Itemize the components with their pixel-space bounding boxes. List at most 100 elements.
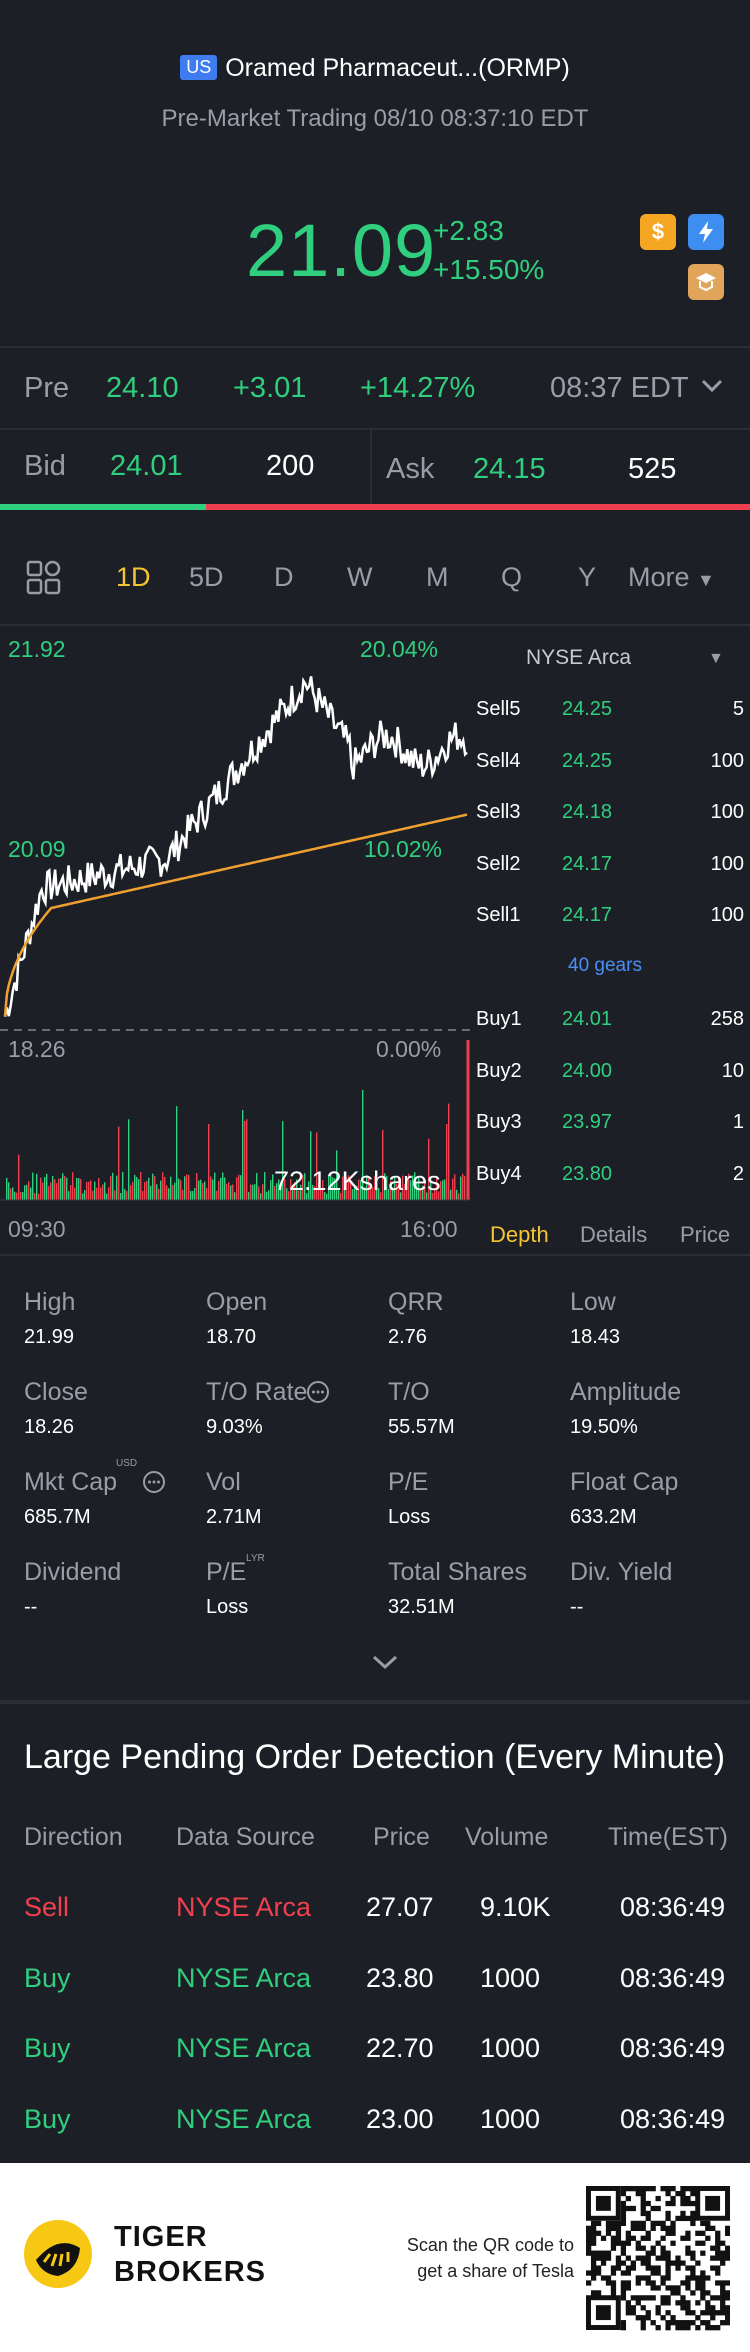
- qr-module: [655, 2195, 661, 2202]
- qr-module: [680, 2200, 686, 2207]
- info-icon[interactable]: [306, 1380, 330, 1409]
- qr-module: [620, 2320, 627, 2326]
- stat-label: Div. Yield: [570, 1558, 673, 1586]
- info-icon[interactable]: [142, 1470, 166, 1499]
- price-change: +2.83: [433, 215, 504, 246]
- volume-bar: [258, 1186, 260, 1200]
- tab-y[interactable]: Y: [578, 562, 597, 592]
- pre-time[interactable]: 08:37 EDT: [550, 372, 689, 404]
- volume-bar: [316, 1132, 318, 1200]
- qr-module: [660, 2295, 666, 2301]
- tab-more[interactable]: More ▼: [628, 562, 715, 593]
- tab-5d[interactable]: 5D: [189, 562, 224, 592]
- dollar-icon[interactable]: $: [640, 214, 676, 250]
- volume-bar: [356, 1185, 358, 1200]
- qr-module: [690, 2255, 696, 2261]
- qr-module: [705, 2305, 711, 2311]
- qr-module: [650, 2245, 656, 2251]
- qr-module: [600, 2260, 607, 2266]
- volume-bar: [136, 1176, 138, 1200]
- qr-module: [675, 2265, 681, 2271]
- education-icon[interactable]: [688, 264, 724, 300]
- chevron-down-icon[interactable]: [700, 376, 724, 401]
- qr-module: [660, 2220, 666, 2227]
- qr-module: [680, 2305, 686, 2311]
- qr-code[interactable]: [586, 2179, 730, 2337]
- qr-module: [680, 2280, 686, 2286]
- volume-bar: [60, 1178, 62, 1200]
- qr-module: [680, 2195, 686, 2202]
- qr-module: [715, 2310, 721, 2316]
- bid-label: Bid: [24, 450, 66, 482]
- exchange-name: NYSE Arca: [526, 646, 632, 669]
- qr-module: [700, 2240, 706, 2246]
- qr-finder: [705, 2195, 721, 2211]
- order-price: 22.70: [366, 2033, 434, 2063]
- qr-module: [700, 2275, 706, 2281]
- order-source: NYSE Arca: [176, 2033, 312, 2063]
- qr-module: [660, 2245, 666, 2251]
- qr-module: [700, 2285, 706, 2291]
- tab-1d[interactable]: 1D: [116, 562, 151, 592]
- tab-price[interactable]: Price: [680, 1222, 731, 1247]
- volume-bar: [366, 1175, 368, 1200]
- qr-module: [640, 2255, 646, 2261]
- tab-d[interactable]: D: [274, 562, 294, 592]
- qr-module: [620, 2205, 627, 2212]
- volume-bar: [224, 1177, 226, 1200]
- exchange-select[interactable]: NYSE Arca: [526, 646, 631, 670]
- volume-bar: [338, 1188, 340, 1200]
- qr-module: [620, 2240, 627, 2246]
- volume-bar: [80, 1179, 82, 1200]
- volume-bar: [220, 1177, 222, 1200]
- volume-bar: [46, 1173, 48, 1200]
- qr-module: [695, 2280, 701, 2286]
- gears-link[interactable]: 40 gears: [568, 955, 642, 976]
- qr-module: [590, 2250, 597, 2256]
- qr-module: [620, 2325, 627, 2331]
- stat-value: 32.51M: [388, 1596, 455, 1618]
- volume-bar: [242, 1110, 244, 1200]
- chevron-down-icon[interactable]: [370, 1652, 400, 1677]
- qr-module: [685, 2265, 691, 2271]
- stat-value: 685.7M: [24, 1506, 91, 1528]
- flash-icon[interactable]: [688, 214, 724, 250]
- volume-bar: [92, 1190, 94, 1200]
- qr-module: [670, 2320, 676, 2326]
- volume-bar: [178, 1178, 180, 1200]
- volume-bar: [354, 1185, 356, 1200]
- intraday-chart[interactable]: [0, 640, 470, 1210]
- qr-module: [710, 2325, 716, 2331]
- tab-depth[interactable]: Depth: [490, 1222, 549, 1247]
- qr-module: [665, 2270, 671, 2276]
- qr-module: [720, 2240, 726, 2246]
- volume-bar: [284, 1179, 286, 1200]
- tab-m[interactable]: M: [426, 562, 449, 592]
- volume-bar: [54, 1179, 56, 1200]
- volume-bar: [206, 1188, 208, 1200]
- qr-module: [700, 2270, 706, 2276]
- qr-module: [725, 2305, 730, 2311]
- tab-w[interactable]: W: [347, 562, 373, 592]
- qr-module: [645, 2255, 651, 2261]
- qr-module: [690, 2210, 696, 2217]
- tab-details[interactable]: Details: [580, 1222, 648, 1247]
- qr-module: [680, 2210, 686, 2217]
- triangle-down-icon[interactable]: ▼: [708, 650, 724, 667]
- layout-grid-icon[interactable]: [26, 560, 62, 601]
- volume-bar: [40, 1177, 42, 1200]
- volume-bar: [24, 1185, 26, 1200]
- qr-module: [665, 2190, 671, 2197]
- qr-module: [635, 2255, 641, 2261]
- ask-ratio-bar: [206, 504, 750, 510]
- volume-bar: [198, 1180, 200, 1200]
- qr-module: [590, 2260, 597, 2266]
- volume-bar: [68, 1191, 70, 1200]
- volume-bar: [98, 1178, 100, 1200]
- qr-module: [645, 2265, 651, 2271]
- ask-label: Ask: [386, 453, 435, 485]
- qr-module: [615, 2265, 622, 2271]
- qr-module: [685, 2245, 691, 2251]
- tab-q[interactable]: Q: [501, 562, 523, 592]
- qr-module: [725, 2320, 730, 2326]
